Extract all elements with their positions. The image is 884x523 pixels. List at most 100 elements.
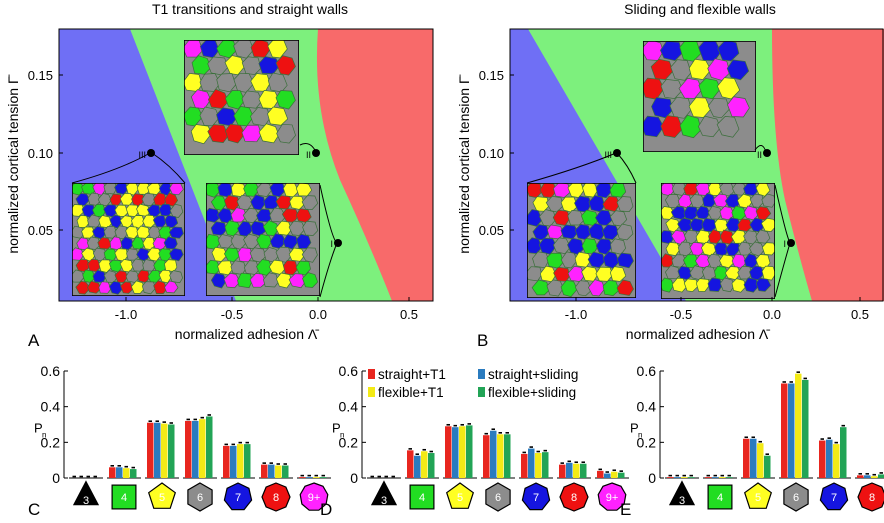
tissue-cell xyxy=(683,278,700,292)
category-glyph: 7 xyxy=(521,482,551,511)
tissue-cell xyxy=(669,96,692,119)
tissue-cell xyxy=(731,278,747,293)
tissue-cell xyxy=(216,73,237,93)
bar-straight+T1 xyxy=(185,420,192,478)
bar-straight+T1 xyxy=(705,477,712,478)
polygon-7-icon xyxy=(223,482,253,511)
polygon-6-icon xyxy=(187,482,213,512)
tissue-cell xyxy=(581,238,598,254)
bar-flexible+T1 xyxy=(573,463,580,478)
tissue-cell xyxy=(643,115,665,138)
bar-flexible+T1 xyxy=(459,426,466,478)
tissue-cell xyxy=(283,260,298,276)
bar-flexible+T1 xyxy=(611,471,618,478)
tissue-cell xyxy=(256,183,273,197)
legend-label: flexible+T1 xyxy=(378,385,444,400)
bar-flexible+T1 xyxy=(313,477,320,478)
panel-a-title: T1 transitions and straight walls xyxy=(152,1,348,17)
bar-flexible+T1 xyxy=(795,373,802,478)
tissue-cell xyxy=(210,272,227,289)
tissue-cell xyxy=(661,277,675,293)
bar-flexible+sliding xyxy=(130,469,137,478)
category-glyph: 5 xyxy=(743,482,773,509)
y-tick-label: 0.6 xyxy=(41,363,61,379)
bar-flexible+sliding xyxy=(206,416,213,478)
plot-frame-b xyxy=(509,28,884,302)
tissue-cell xyxy=(560,251,579,269)
legend-label: flexible+sliding xyxy=(488,385,576,400)
tissue-cell xyxy=(546,279,564,297)
x-tick-label: -0.5 xyxy=(670,307,692,322)
category-glyph: 6 xyxy=(187,482,213,512)
tissue-cell xyxy=(72,204,85,217)
y-axis-label-a: normalized cortical tension Γ̄ xyxy=(5,74,21,253)
panel-label-b: B xyxy=(477,331,488,350)
tissue-cell xyxy=(276,123,296,144)
tissue-cell xyxy=(660,115,684,138)
polygon-label: 5 xyxy=(755,492,761,504)
legend: straight+T1 straight+sliding flexible+T1 fl… xyxy=(368,367,578,400)
tissue-cell xyxy=(688,97,712,118)
polygon-7-icon xyxy=(819,482,849,511)
connector-line xyxy=(526,152,617,184)
tissue-cell xyxy=(727,96,750,118)
bar-straight+sliding xyxy=(230,445,237,478)
tissue-cell xyxy=(650,58,674,80)
tissue-cell xyxy=(256,233,273,249)
state-marker xyxy=(787,239,795,247)
marker-label: I xyxy=(330,239,333,249)
bar-flexible+T1 xyxy=(833,444,840,478)
polygon-label: 3 xyxy=(83,495,89,507)
bar-straight+T1 xyxy=(597,470,604,478)
polygon-label: 6 xyxy=(793,492,799,504)
tissue-cell xyxy=(275,90,296,110)
polygon-8-icon xyxy=(559,482,589,512)
bar-straight+sliding xyxy=(674,477,681,478)
bar-straight+sliding xyxy=(712,477,719,478)
tissue-cell xyxy=(760,217,775,232)
tissue-cell xyxy=(602,280,620,296)
state-marker xyxy=(613,149,621,157)
category-glyph: 3 xyxy=(668,480,696,507)
bar-straight+T1 xyxy=(667,477,674,478)
tissue-cell xyxy=(755,277,772,292)
tissue-cell xyxy=(749,193,764,208)
bar-straight+T1 xyxy=(819,440,826,478)
y-axis-subscript: n xyxy=(340,431,344,440)
tissue-cell xyxy=(207,124,229,143)
y-tick-label: 0.15 xyxy=(479,68,504,83)
bar-flexible+T1 xyxy=(199,419,206,478)
tissue-cell xyxy=(670,59,692,81)
marker-label: II xyxy=(757,150,762,160)
tissue-cell xyxy=(552,237,571,255)
marker-label: I xyxy=(783,239,786,249)
y-tick-label: 0.4 xyxy=(41,399,61,415)
tissue-cell xyxy=(236,194,254,211)
bar-straight+sliding xyxy=(826,439,833,478)
x-axis-label-a: normalized adhesion Λ̄ xyxy=(175,326,319,342)
y-tick-label: 0.05 xyxy=(28,223,53,238)
category-glyph: 8 xyxy=(559,482,589,512)
bar-flexible+T1 xyxy=(681,477,688,478)
bar-straight+sliding xyxy=(268,464,275,478)
panel-label-d: D xyxy=(320,500,332,519)
bar-flexible+sliding xyxy=(466,425,473,478)
state-marker xyxy=(312,149,320,157)
tissue-cell xyxy=(267,106,289,126)
y-tick-label: 0.2 xyxy=(41,434,61,450)
x-tick-label: 0.0 xyxy=(309,307,327,322)
tissue-cell xyxy=(616,279,634,296)
tissue-cell xyxy=(698,78,721,100)
tissue-cell xyxy=(301,247,318,263)
category-glyph: 7 xyxy=(819,482,849,511)
bar-flexible+sliding xyxy=(542,452,549,478)
category-glyph: 5 xyxy=(147,482,177,509)
tissue-cell xyxy=(75,280,91,295)
tissue-inset-a2 xyxy=(72,183,185,296)
x-tick-label: 0.5 xyxy=(851,307,869,322)
y-tick-label: 0.2 xyxy=(339,434,359,450)
tissue-cell xyxy=(108,281,123,295)
tissue-cell xyxy=(288,273,306,289)
legend-label: straight+sliding xyxy=(488,367,578,382)
